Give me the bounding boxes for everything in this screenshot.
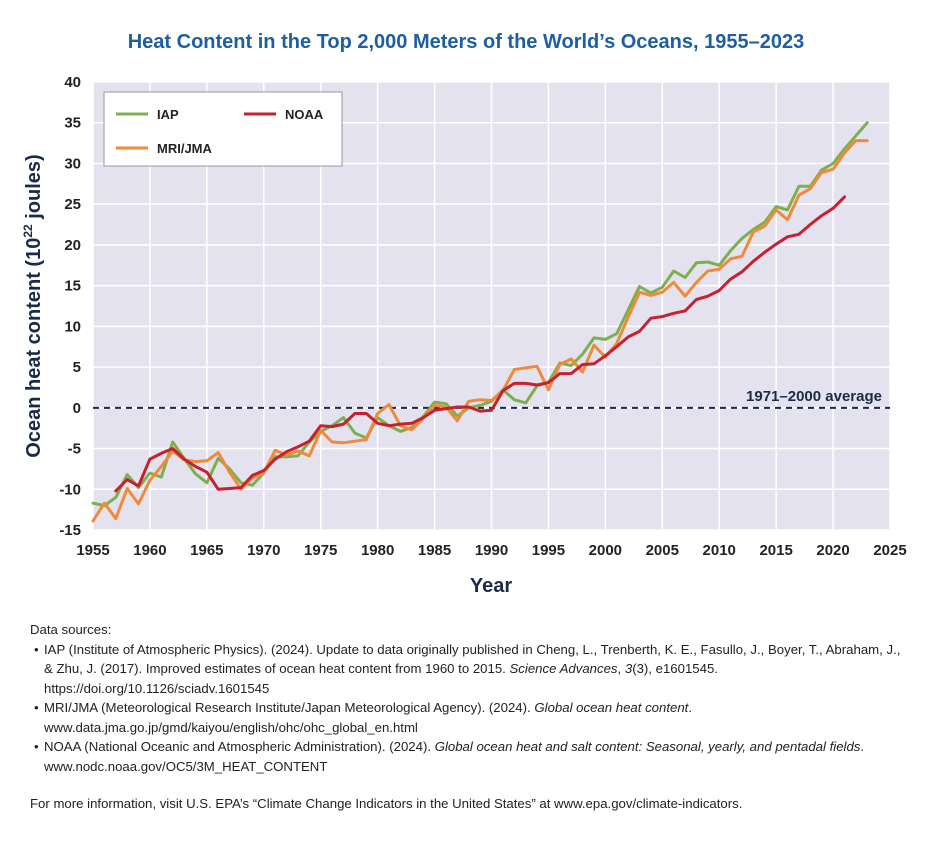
series-lines — [91, 121, 869, 523]
x-tick-label: 1960 — [133, 542, 166, 559]
legend-box — [103, 91, 343, 167]
y-tick-label: 15 — [64, 278, 81, 295]
y-axis-title-end: joules) — [23, 154, 45, 224]
legend-label-iap: IAP — [157, 107, 179, 122]
x-tick-label: 1970 — [247, 542, 280, 559]
y-tick-label: 20 — [64, 237, 81, 254]
source-mri-url: . www.data.jma.go.jp/gmd/kaiyou/english/… — [44, 700, 693, 735]
y-tick-label: 5 — [73, 359, 81, 376]
source-noaa-title: Global ocean heat and salt content: Seas… — [434, 739, 861, 754]
x-tick-label: 1980 — [361, 542, 394, 559]
chart-title: Heat Content in the Top 2,000 Meters of … — [128, 31, 805, 53]
y-tick-label: 25 — [64, 196, 81, 213]
x-tick-label: 2015 — [759, 542, 792, 559]
x-tick-label: 1990 — [475, 542, 508, 559]
x-tick-label: 2005 — [646, 542, 679, 559]
source-mri-title: Global ocean heat content — [534, 700, 689, 715]
x-tick-label: 2020 — [816, 542, 849, 559]
y-axis-title-main: Ocean heat content (10 — [23, 238, 45, 458]
x-tick-label: 1975 — [304, 542, 337, 559]
source-noaa-url: . www.nodc.noaa.gov/OC5/3M_HEAT_CONTENT — [44, 739, 865, 774]
x-axis-tick-labels: 1955 1960 1965 1970 1975 1980 1985 1990 1995 2000… — [76, 542, 906, 559]
x-tick-label: 2000 — [589, 542, 622, 559]
ocean-heat-chart: Heat Content in the Top 2,000 Meters of … — [21, 31, 907, 597]
y-axis-title-superscript: 22 — [21, 224, 35, 238]
source-iap-volume: 3 — [624, 661, 633, 676]
x-axis-title: Year — [470, 575, 512, 597]
source-mri-text: MRI/JMA (Meteorological Research Institu… — [44, 700, 535, 715]
y-axis-title: Ocean heat content (1022 joules) — [21, 154, 45, 457]
x-tick-label: 1985 — [418, 542, 451, 559]
data-sources: Data sources: IAP (Institute of Atmosphe… — [30, 620, 910, 814]
reference-line-label: 1971–2000 average — [746, 388, 882, 405]
source-iap-text: IAP (Institute of Atmospheric Physics). … — [44, 641, 901, 677]
y-tick-label: -10 — [59, 481, 81, 498]
legend: IAP NOAA MRI/JMA — [103, 91, 343, 167]
y-tick-label: 0 — [73, 400, 81, 417]
y-tick-label: -15 — [59, 522, 81, 539]
y-axis-tick-labels: -15 -10 -5 0 5 10 15 20 25 30 35 40 — [59, 74, 81, 539]
legend-label-noaa: NOAA — [285, 107, 324, 122]
y-tick-label: 30 — [64, 155, 81, 172]
source-mri-jma: MRI/JMA (Meteorological Research Institu… — [30, 698, 910, 737]
x-tick-label: 1995 — [532, 542, 565, 559]
source-iap-citation: (3), e1601545. https://doi.org/10.1126/s… — [44, 661, 718, 696]
sources-heading: Data sources: — [30, 622, 112, 637]
x-tick-label: 2010 — [703, 542, 736, 559]
source-iap-sep: , — [617, 661, 625, 676]
source-noaa: NOAA (National Oceanic and Atmospheric A… — [30, 737, 910, 776]
legend-label-mri-jma: MRI/JMA — [157, 141, 213, 156]
y-tick-label: 35 — [64, 115, 81, 132]
x-tick-label: 1965 — [190, 542, 223, 559]
series-line-noaa — [114, 195, 846, 493]
x-tick-label: 1955 — [76, 542, 109, 559]
x-tick-label: 2025 — [873, 542, 906, 559]
more-info-text: For more information, visit U.S. EPA’s “… — [30, 796, 743, 811]
y-tick-label: 10 — [64, 318, 81, 335]
y-tick-label: 40 — [64, 74, 81, 91]
series-line-mri-jma — [91, 139, 869, 523]
source-iap: IAP (Institute of Atmospheric Physics). … — [30, 640, 910, 699]
source-noaa-text: NOAA (National Oceanic and Atmospheric A… — [44, 739, 435, 754]
source-iap-journal: Science Advances — [509, 661, 618, 676]
y-tick-label: -5 — [68, 441, 81, 458]
sources-list: IAP (Institute of Atmospheric Physics). … — [30, 640, 910, 777]
